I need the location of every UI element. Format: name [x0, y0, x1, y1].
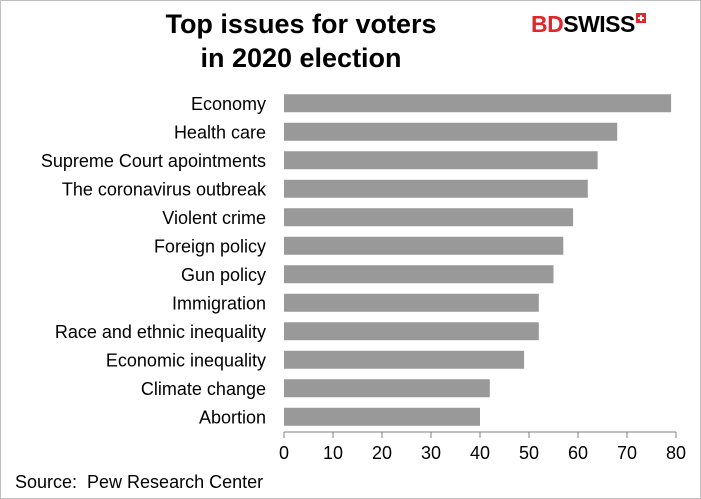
x-tick-label-10: 10 — [323, 443, 343, 463]
chart-title-line-1: Top issues for voters — [165, 9, 437, 39]
source-note: Source: Pew Research Center — [15, 472, 264, 492]
bar-12 — [284, 407, 480, 426]
category-label-9: Race and ethnic inequality — [55, 322, 266, 342]
category-label-1: Economy — [191, 94, 266, 114]
x-tick-label-70: 70 — [617, 443, 637, 463]
logo-text-bd: BD — [531, 10, 564, 37]
logo-text-swiss: SWISS — [563, 10, 635, 37]
bar-1 — [284, 94, 672, 113]
bar-11 — [284, 379, 490, 398]
category-label-2: Health care — [174, 122, 266, 142]
category-label-8: Immigration — [172, 293, 266, 313]
x-axis: 0 10 20 30 40 50 60 70 80 — [279, 431, 686, 463]
category-label-7: Gun policy — [181, 265, 266, 285]
x-tick-label-50: 50 — [519, 443, 539, 463]
x-tick-label-60: 60 — [568, 443, 588, 463]
bar-10 — [284, 350, 525, 369]
swiss-cross-icon — [635, 13, 646, 23]
bar-9 — [284, 322, 539, 341]
category-label-5: Violent crime — [162, 208, 266, 228]
category-label-4: The coronavirus outbreak — [62, 179, 267, 199]
bar-2 — [284, 122, 618, 141]
category-label-10: Economic inequality — [106, 350, 266, 370]
bar-6 — [284, 236, 564, 255]
bars-group — [284, 94, 672, 426]
chart-title: Top issues for voters in 2020 election — [151, 7, 451, 75]
category-label-3: Supreme Court apointments — [41, 151, 266, 171]
chart-title-line-2: in 2020 election — [200, 43, 402, 73]
x-tick-label-80: 80 — [666, 443, 686, 463]
category-label-6: Foreign policy — [154, 236, 266, 256]
x-tick-label-20: 20 — [372, 443, 392, 463]
x-tick-label-40: 40 — [470, 443, 490, 463]
bdswiss-logo: BD SWISS — [531, 9, 646, 39]
x-tick-label-0: 0 — [279, 443, 289, 463]
bar-4 — [284, 179, 588, 198]
bar-3 — [284, 151, 598, 170]
bar-5 — [284, 208, 574, 227]
category-label-11: Climate change — [141, 379, 266, 399]
bar-8 — [284, 293, 539, 312]
x-tick-label-30: 30 — [421, 443, 441, 463]
bar-7 — [284, 265, 554, 284]
category-label-12: Abortion — [199, 407, 266, 427]
category-labels-group: Economy Health care Supreme Court apointme… — [41, 94, 267, 428]
